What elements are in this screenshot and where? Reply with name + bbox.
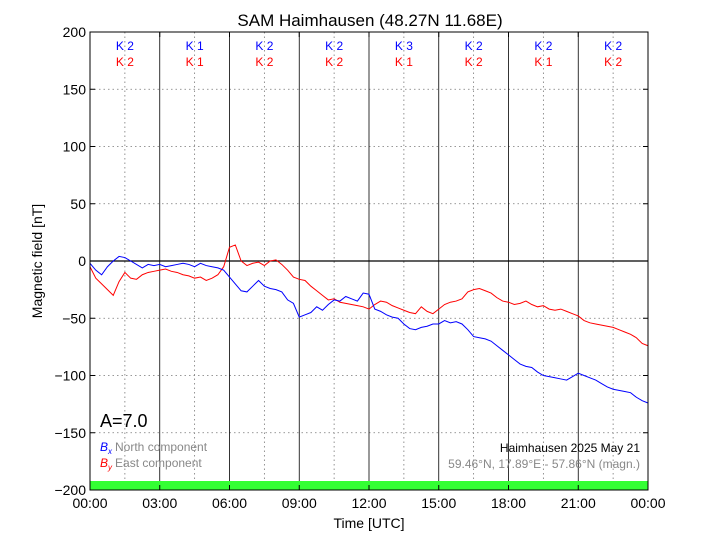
k-index-north: K 2 [325,39,343,53]
x-tick-label: 18:00 [491,495,526,511]
legend-north: Bx North component [100,440,208,456]
station-info-line2: 59.46°N, 17.89°E - 57.86°N (magn.) [448,457,640,471]
k-index-east: K 1 [534,55,552,69]
x-tick-label: 03:00 [142,495,177,511]
k-index-north: K 2 [534,39,552,53]
y-tick-label: 50 [70,196,86,212]
axis-ticks [89,31,649,491]
y-tick-label: −150 [54,425,86,441]
x-tick-label: 15:00 [421,495,456,511]
k-index-east: K 1 [395,55,413,69]
y-tick-label: −50 [62,310,86,326]
x-axis-label: Time [UTC] [333,515,404,531]
k-index-east: K 2 [604,55,622,69]
k-index-east: K 2 [255,55,273,69]
legend: Bx North component By East component [100,440,208,472]
k-index-east: K 2 [325,55,343,69]
x-tick-label: 00:00 [630,495,665,511]
k-index-east: K 2 [116,55,134,69]
x-tick-label: 12:00 [351,495,386,511]
x-tick-label: 21:00 [561,495,596,511]
legend-east: By East component [100,456,202,472]
k-index-north: K 3 [395,39,413,53]
y-tick-labels: −200 −150 −100 −50 0 50 100 150 200 [54,24,86,498]
y-axis-label: Magnetic field [nT] [29,204,45,318]
x-tick-labels: 00:00 03:00 06:00 09:00 12:00 15:00 18:00 21:00… [72,495,665,511]
series-east-component [89,244,649,347]
k-index-east: K 2 [465,55,483,69]
x-tick-label: 09:00 [282,495,317,511]
y-tick-label: −100 [54,368,86,384]
y-tick-label: 100 [63,139,87,155]
k-index-north: K 2 [465,39,483,53]
k-index-east: K 1 [186,55,204,69]
k-index-north: K 2 [255,39,273,53]
y-tick-label: −200 [54,482,86,498]
y-tick-label: 0 [78,253,86,269]
series-north-component [89,255,649,404]
y-tick-label: 150 [63,81,87,97]
x-tick-label: 00:00 [72,495,107,511]
a-index-label: A=7.0 [100,411,148,431]
y-tick-label: 200 [63,24,87,40]
x-tick-label: 06:00 [212,495,247,511]
k-index-labels: K 2 K 1 K 2 K 2 K 3 K 2 K 2 K 2 K 2 K 1 K 2 K 2 K 1 K… [116,39,623,69]
k-index-north: K 2 [604,39,622,53]
chart-title: SAM Haimhausen (48.27N 11.68E) [237,11,502,30]
station-info-line1: Haimhausen 2025 May 21 [500,441,640,455]
k-index-north: K 2 [116,39,134,53]
k-index-north: K 1 [186,39,204,53]
